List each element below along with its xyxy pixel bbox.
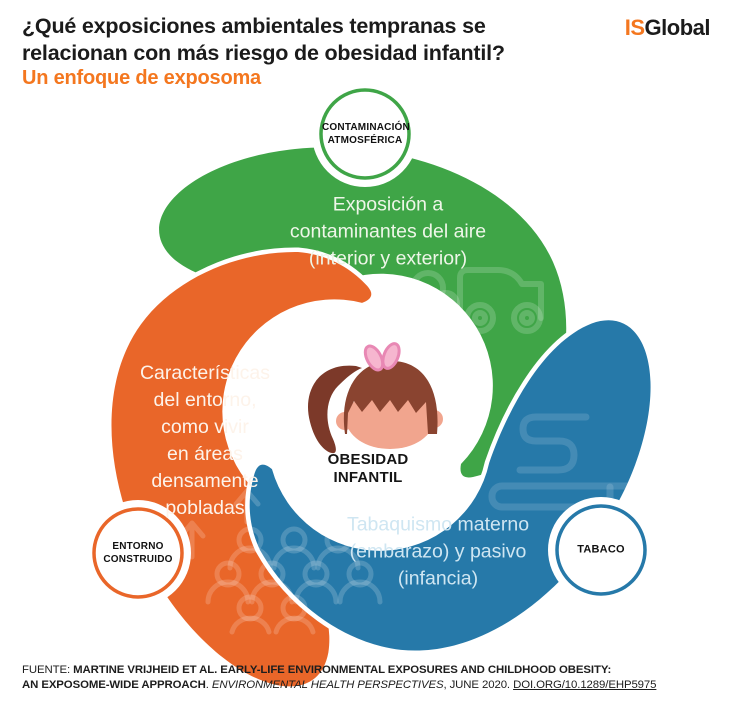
badge-built-circle: [85, 500, 191, 606]
source-prefix: FUENTE:: [22, 664, 74, 676]
logo-part-is: IS: [624, 15, 645, 40]
hair-with-bangs: [343, 360, 438, 434]
segment-tobacco-blade: [245, 315, 656, 656]
badge-tobacco-label: TABACO: [577, 543, 625, 556]
ponytail: [307, 365, 362, 454]
child-illustration: [307, 342, 443, 454]
source-citation: FUENTE: MARTINE VRIJHEID ET AL. EARLY-LI…: [22, 663, 717, 693]
truck-exhaust-icon: [391, 267, 544, 334]
source-journal: ENVIRONMENTAL HEALTH PERSPECTIVES: [211, 679, 444, 691]
crowd-arrows-icon: [178, 488, 383, 635]
source-author: MARTINE VRIJHEID ET AL.: [73, 664, 218, 676]
hair-bow: [363, 342, 401, 372]
page-title: ¿Qué exposiciones ambientales tempranas …: [22, 14, 505, 65]
source-separator: .: [205, 679, 212, 691]
source-title-part2: AN EXPOSOME-WIDE APPROACH: [22, 679, 206, 691]
badge-built-label: ENTORNO CONSTRUIDO: [103, 541, 173, 565]
source-date: , JUNE 2020.: [443, 679, 514, 691]
segment-tobacco-label: Tabaquismo materno (embarazo) y pasivo (…: [346, 513, 530, 590]
page-subtitle: Un enfoque de exposoma: [22, 67, 261, 89]
badge-tobacco-circle: [548, 497, 654, 603]
badge-air-label: CONTAMINACIÓN ATMOSFÉRICA: [322, 122, 410, 146]
badge-air-circle: [312, 81, 418, 187]
source-doi-link[interactable]: DOI.ORG/10.1289/EHP5975: [513, 679, 657, 691]
segment-built-label: Características del entorno, como vivir …: [139, 362, 271, 519]
citation-line-1: FUENTE: MARTINE VRIJHEID ET AL. EARLY-LI…: [22, 663, 717, 678]
citation-line-2: AN EXPOSOME-WIDE APPROACH. ENVIRONMENTAL…: [22, 678, 717, 693]
isglobal-logo: ISGlobal: [624, 15, 711, 41]
source-title-part1: EARLY-LIFE ENVIRONMENTAL EXPOSURES AND C…: [217, 664, 612, 676]
logo-part-global: Global: [644, 15, 711, 40]
center-label: OBESIDAD INFANTIL: [327, 451, 409, 486]
segment-air-label: Exposición a contaminantes del aire (int…: [289, 193, 487, 270]
